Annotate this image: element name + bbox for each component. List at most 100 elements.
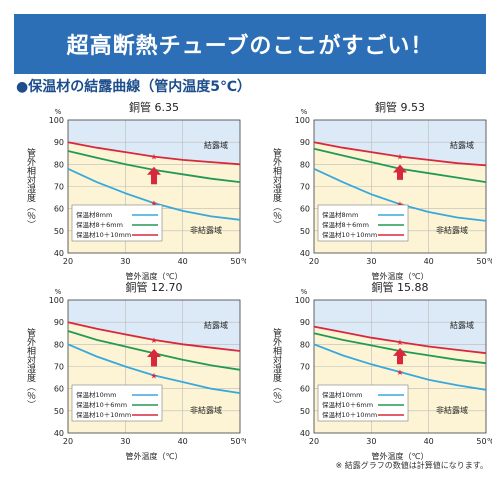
improvement-arrow-shaft — [151, 173, 157, 185]
star-marker: ★ — [396, 165, 403, 174]
improvement-arrow-shaft — [151, 355, 157, 367]
legend-label: 保温材10＋10mm — [76, 410, 131, 419]
x-tick-label: 20 — [63, 437, 73, 446]
y-tick-label: 60 — [54, 385, 64, 394]
legend-label: 保温材8mm — [76, 210, 112, 219]
y-tick-label: 100 — [49, 296, 64, 305]
footnote: ※ 結露グラフの数値は計算値になります。 — [335, 461, 488, 470]
y-tick-label: 70 — [54, 183, 64, 192]
legend-label: 保温材8mm — [322, 210, 358, 219]
chart-svg: 銅管 12.70 40 50 60 70 80 90 100% 20 30 40 50℃ 管外温度（℃）… — [25, 280, 246, 461]
y-tick-label: 100 — [295, 116, 310, 125]
chart-copper-1270: 銅管 12.70 40 50 60 70 80 90 100% 20 30 40 50℃ 管外温度（℃）… — [16, 280, 246, 465]
zone-label-condensation: 結露域 — [204, 140, 228, 150]
y-axis-label: 管外相対湿度（％） — [271, 147, 282, 229]
series-line-blue — [67, 343, 241, 394]
y-axis-label: 管外相対湿度（％） — [25, 147, 36, 229]
improvement-arrow-shaft — [397, 171, 403, 180]
zone-label-no-condensation: 非結露域 — [436, 225, 468, 235]
series-line-red — [67, 141, 241, 166]
zone-label-condensation: 結露域 — [450, 140, 474, 150]
x-tick-label: 50℃ — [230, 437, 246, 446]
section-title: ●保温材の結露曲線（管内温度5℃） — [16, 79, 251, 95]
zone-label-condensation: 結露域 — [204, 320, 228, 330]
y-tick-label: 90 — [300, 138, 310, 147]
y-tick-label: 80 — [300, 340, 310, 349]
x-tick-label: 30 — [120, 437, 130, 446]
x-tick-label: 30 — [366, 437, 376, 446]
x-tick-label: 20 — [309, 257, 319, 266]
banner-title: 超高断熱チューブのここがすごい！ — [66, 34, 434, 59]
x-tick-label: 40 — [178, 257, 188, 266]
legend-label: 保温材10＋10mm — [76, 230, 131, 239]
zone-label-no-condensation: 非結露域 — [436, 405, 468, 415]
star-marker: ★ — [396, 338, 403, 347]
star-marker: ★ — [396, 347, 403, 356]
star-marker: ★ — [396, 200, 403, 209]
x-tick-label: 30 — [366, 257, 376, 266]
y-unit-label: % — [301, 288, 308, 296]
legend-label: 保温材10＋6mm — [76, 400, 127, 409]
y-tick-label: 50 — [54, 227, 64, 236]
x-tick-label: 20 — [309, 437, 319, 446]
x-axis-label: 管外温度（℃） — [372, 451, 429, 461]
y-unit-label: % — [55, 108, 62, 116]
chart-copper-635: 銅管 6.35 40 50 60 70 80 90 100% 20 30 40 50℃ 管外温度（℃） 管… — [16, 100, 246, 285]
y-tick-label: 100 — [49, 116, 64, 125]
y-tick-label: 40 — [54, 249, 64, 258]
banner: 超高断熱チューブのここがすごい！ — [0, 0, 500, 92]
improvement-arrow-head — [147, 348, 161, 357]
y-tick-label: 90 — [300, 318, 310, 327]
improvement-arrow-head — [393, 347, 407, 356]
y-tick-label: 70 — [300, 363, 310, 372]
chart-svg: 銅管 6.35 40 50 60 70 80 90 100% 20 30 40 50℃ 管外温度（℃） 管… — [25, 100, 246, 281]
series-line-red — [313, 325, 487, 355]
condensation-zone — [314, 300, 486, 354]
y-tick-label: 40 — [300, 249, 310, 258]
chart-copper-953: 銅管 9.53 40 50 60 70 80 90 100% 20 30 40 50℃ 管外温度（℃） 管… — [262, 100, 492, 285]
star-marker: ★ — [396, 368, 403, 377]
chart-copper-1588: 銅管 15.88 40 50 60 70 80 90 100% 20 30 40 50℃ 管外温度（℃）… — [262, 280, 492, 465]
star-marker: ★ — [396, 153, 403, 162]
zone-label-condensation: 結露域 — [450, 320, 474, 330]
x-tick-label: 50℃ — [476, 437, 492, 446]
y-tick-label: 60 — [300, 205, 310, 214]
condensation-zone — [314, 120, 486, 166]
zone-label-no-condensation: 非結露域 — [190, 225, 222, 235]
star-marker: ★ — [150, 166, 157, 175]
chart-title: 銅管 15.88 — [372, 280, 429, 294]
improvement-arrow-shaft — [397, 354, 403, 365]
chart-svg: 銅管 9.53 40 50 60 70 80 90 100% 20 30 40 50℃ 管外温度（℃） 管… — [271, 100, 492, 281]
y-tick-label: 60 — [300, 385, 310, 394]
x-tick-label: 40 — [424, 437, 434, 446]
legend-label: 保温材10＋10mm — [322, 230, 377, 239]
improvement-arrow-head — [393, 164, 407, 173]
x-tick-label: 30 — [120, 257, 130, 266]
plot-frame — [313, 119, 487, 254]
star-marker: ★ — [150, 153, 157, 162]
plot-frame — [67, 119, 241, 254]
star-marker: ★ — [150, 349, 157, 358]
x-axis-label: 管外温度（℃） — [126, 271, 183, 281]
series-line-red — [67, 321, 241, 352]
y-axis-label: 管外相対湿度（％） — [271, 327, 282, 409]
y-tick-label: 70 — [300, 183, 310, 192]
y-tick-label: 80 — [54, 340, 64, 349]
x-tick-label: 40 — [424, 257, 434, 266]
y-tick-label: 80 — [300, 160, 310, 169]
y-tick-label: 50 — [300, 227, 310, 236]
chart-title: 銅管 9.53 — [375, 100, 425, 114]
x-axis-label: 管外温度（℃） — [126, 451, 183, 461]
chart-svg: 銅管 15.88 40 50 60 70 80 90 100% 20 30 40 50℃ 管外温度（℃）… — [271, 280, 492, 461]
legend-label: 保温材8＋6mm — [76, 220, 123, 229]
improvement-arrow-head — [147, 166, 161, 175]
x-tick-label: 50℃ — [230, 257, 246, 266]
y-tick-label: 40 — [54, 429, 64, 438]
chart-title: 銅管 6.35 — [129, 100, 179, 114]
y-tick-label: 100 — [295, 296, 310, 305]
y-tick-label: 40 — [300, 429, 310, 438]
plot-frame — [313, 299, 487, 434]
zone-label-no-condensation: 非結露域 — [190, 405, 222, 415]
star-marker: ★ — [150, 199, 157, 208]
banner-bar: 超高断熱チューブのここがすごい！ — [14, 14, 486, 74]
